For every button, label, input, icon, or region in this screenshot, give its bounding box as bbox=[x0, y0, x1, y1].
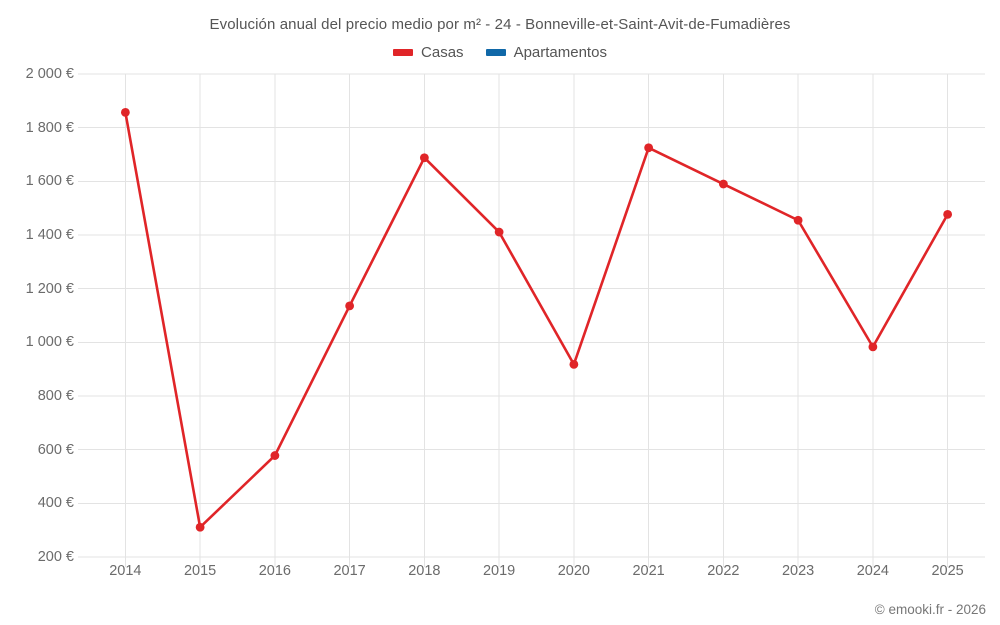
x-tick-label: 2014 bbox=[109, 563, 142, 579]
legend-item-apartamentos[interactable]: Apartamentos bbox=[485, 44, 607, 61]
data-point-casas[interactable] bbox=[270, 451, 280, 460]
x-tick-label: 2019 bbox=[482, 563, 516, 579]
x-tick-label: 2022 bbox=[707, 563, 740, 579]
legend-swatch-apartamentos bbox=[485, 49, 506, 56]
x-tick-label: 2020 bbox=[557, 563, 591, 579]
data-point-casas[interactable] bbox=[195, 522, 205, 532]
data-point-casas[interactable] bbox=[868, 342, 878, 352]
chart-credit: © emooki.fr - 2026 bbox=[874, 602, 986, 617]
data-point-casas[interactable] bbox=[943, 209, 953, 219]
y-tick-label: 1 000 € bbox=[25, 334, 74, 351]
x-tick-label: 2017 bbox=[333, 563, 366, 579]
y-tick-label: 600 € bbox=[37, 441, 74, 458]
data-point-casas[interactable] bbox=[793, 215, 803, 225]
series-lines bbox=[124, 111, 949, 529]
y-tick-label: 1 800 € bbox=[25, 119, 74, 136]
x-tick-label: 2016 bbox=[258, 563, 292, 579]
chart-title: Evolución anual del precio medio por m² … bbox=[209, 16, 791, 33]
legend-swatch-casas bbox=[393, 49, 414, 56]
series-line-casas bbox=[124, 111, 949, 529]
x-tick-marks bbox=[124, 74, 949, 567]
y-tick-label: 1 400 € bbox=[25, 227, 74, 243]
data-point-casas[interactable] bbox=[569, 359, 579, 369]
series-points bbox=[120, 107, 953, 532]
data-point-casas[interactable] bbox=[345, 301, 355, 311]
data-point-casas[interactable] bbox=[419, 153, 429, 163]
legend-item-casas[interactable]: Casas bbox=[393, 44, 464, 61]
y-tick-label: 400 € bbox=[37, 495, 74, 512]
y-tick-label: 800 € bbox=[37, 388, 74, 404]
legend-label-casas: Casas bbox=[421, 44, 464, 61]
x-tick-label: 2025 bbox=[931, 563, 964, 579]
x-tick-label: 2024 bbox=[856, 563, 890, 579]
x-tick-label: 2015 bbox=[183, 563, 217, 579]
y-tick-label: 200 € bbox=[37, 549, 74, 565]
chart-legend: Casas Apartamentos bbox=[0, 44, 1000, 61]
legend-label-apartamentos: Apartamentos bbox=[513, 44, 607, 61]
y-tick-label: 1 200 € bbox=[25, 280, 74, 297]
data-point-casas[interactable] bbox=[494, 227, 504, 237]
x-tick-label: 2018 bbox=[408, 563, 441, 579]
x-tick-label: 2021 bbox=[632, 563, 665, 579]
y-tick-label: 2 000 € bbox=[25, 66, 74, 82]
x-tick-label: 2023 bbox=[781, 563, 815, 579]
data-point-casas[interactable] bbox=[120, 107, 130, 117]
y-tick-label: 1 600 € bbox=[25, 173, 74, 190]
data-point-casas[interactable] bbox=[644, 143, 654, 153]
data-point-casas[interactable] bbox=[718, 179, 728, 189]
